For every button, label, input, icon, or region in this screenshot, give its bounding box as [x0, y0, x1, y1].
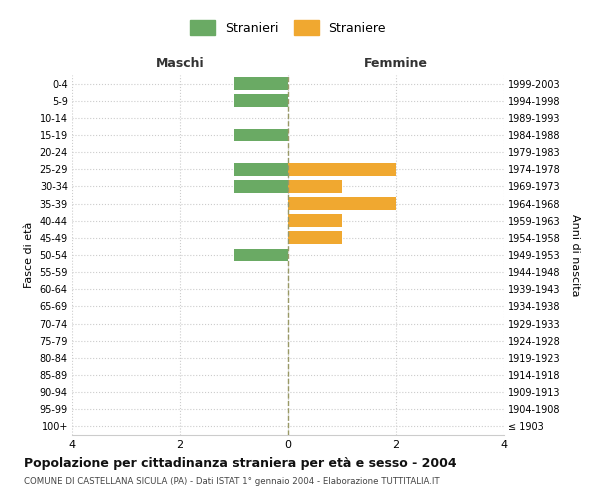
- Bar: [234, 77, 288, 90]
- Bar: [234, 180, 288, 193]
- Bar: [234, 163, 288, 175]
- Bar: [288, 180, 342, 193]
- Text: Maschi: Maschi: [155, 57, 205, 70]
- Text: Femmine: Femmine: [364, 57, 428, 70]
- Text: COMUNE DI CASTELLANA SICULA (PA) - Dati ISTAT 1° gennaio 2004 - Elaborazione TUT: COMUNE DI CASTELLANA SICULA (PA) - Dati …: [24, 478, 440, 486]
- Legend: Stranieri, Straniere: Stranieri, Straniere: [186, 16, 390, 38]
- Bar: [234, 94, 288, 107]
- Bar: [288, 214, 342, 227]
- Text: Popolazione per cittadinanza straniera per età e sesso - 2004: Popolazione per cittadinanza straniera p…: [24, 458, 457, 470]
- Bar: [288, 232, 342, 244]
- Bar: [288, 163, 396, 175]
- Y-axis label: Fasce di età: Fasce di età: [24, 222, 34, 288]
- Bar: [288, 197, 396, 210]
- Y-axis label: Anni di nascita: Anni di nascita: [571, 214, 580, 296]
- Bar: [234, 128, 288, 141]
- Bar: [234, 248, 288, 262]
